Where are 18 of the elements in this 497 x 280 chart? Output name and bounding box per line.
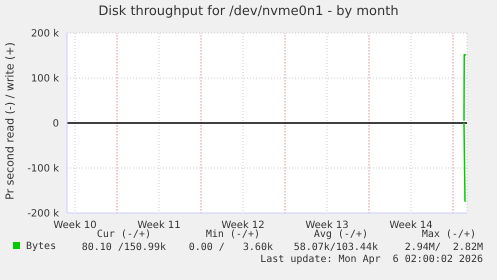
text: Min (-/+) xyxy=(206,229,260,240)
text: 58.07k/103.44k xyxy=(294,242,378,253)
y-tick-label: -100 k xyxy=(27,164,60,175)
text: Last update: Mon Apr 6 02:00:02 2026 xyxy=(260,254,483,265)
y-tick-label: 200 k xyxy=(30,28,60,40)
x-tick-label: Week 10 xyxy=(53,220,97,232)
text: Max (-/+) xyxy=(422,229,476,240)
y-axis-title: Pr second read (-) / write (+) xyxy=(4,42,16,200)
text: 2.94M/ 2.82M xyxy=(404,242,483,253)
legend-label: Bytes xyxy=(25,241,56,252)
y-tick-label: 100 k xyxy=(30,74,60,85)
text: 0.00 / 3.60k xyxy=(188,242,273,253)
y-tick-label: 0 xyxy=(52,118,59,130)
text: 80.10 /150.99k xyxy=(82,242,166,253)
chart-title: Disk throughput for /dev/nvme0n1 - by month xyxy=(97,4,400,19)
text: Avg (-/+) xyxy=(314,229,368,240)
text: Cur (-/+) xyxy=(96,229,151,240)
y-tick-label: -200 k xyxy=(27,208,60,220)
